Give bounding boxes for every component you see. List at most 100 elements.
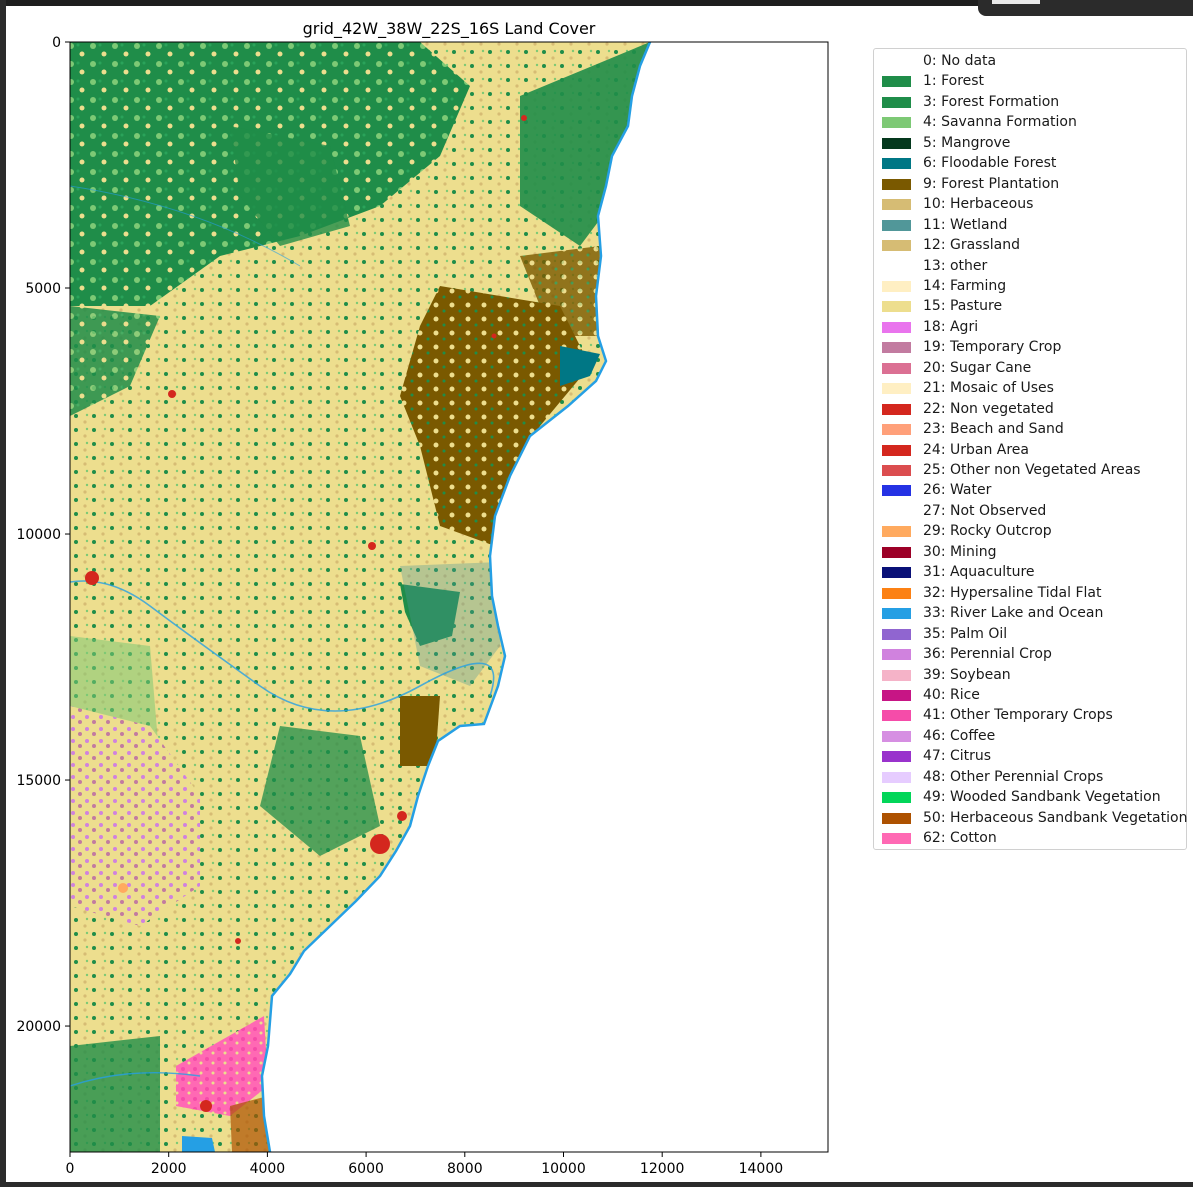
legend-swatch <box>882 301 911 313</box>
legend-item: 49: Wooded Sandbank Vegetation <box>878 787 1184 807</box>
legend-swatch <box>882 608 911 620</box>
legend-label: 41: Other Temporary Crops <box>923 707 1113 724</box>
legend-item: 9: Forest Plantation <box>878 174 1184 194</box>
legend-item: 47: Citrus <box>878 746 1184 766</box>
legend-swatch <box>882 424 911 436</box>
legend-swatch <box>882 567 911 579</box>
chart-svg: grid_42W_38W_22S_16S Land Cover 0 2000 400… <box>16 19 829 1177</box>
legend-label: 15: Pasture <box>923 298 1003 315</box>
legend-label: 26: Water <box>923 482 992 499</box>
legend-swatch <box>882 505 911 517</box>
legend-swatch <box>882 730 911 742</box>
legend-swatch <box>882 465 911 476</box>
bottom-edge <box>0 1182 1193 1187</box>
legend-swatch <box>882 321 911 333</box>
legend-swatch <box>882 403 911 415</box>
x-tick-label: 14000 <box>739 1161 784 1177</box>
x-tick-label: 10000 <box>541 1161 586 1177</box>
legend-swatch <box>882 628 911 640</box>
legend-swatch <box>882 710 911 722</box>
y-tick-label: 20000 <box>16 1019 61 1035</box>
y-tick-label: 5000 <box>25 281 61 297</box>
legend-item: 31: Aquaculture <box>878 562 1184 582</box>
x-tick-label: 12000 <box>640 1161 685 1177</box>
legend-item: 32: Hypersaline Tidal Flat <box>878 583 1184 603</box>
legend-item: 6: Floodable Forest <box>878 153 1184 173</box>
coastline <box>260 41 652 1153</box>
legend-label: 9: Forest Plantation <box>923 175 1060 192</box>
legend-label: 40: Rice <box>923 686 980 703</box>
legend-label: 4: Savanna Formation <box>923 114 1077 131</box>
legend-label: 39: Soybean <box>923 666 1011 683</box>
legend-label: 23: Beach and Sand <box>923 421 1064 438</box>
legend-label: 25: Other non Vegetated Areas <box>923 462 1141 478</box>
legend-swatch <box>882 546 911 558</box>
x-tick-label: 0 <box>66 1161 75 1177</box>
figure-canvas: grid_42W_38W_22S_16S Land Cover 0 2000 400… <box>0 6 1193 1182</box>
legend-swatch <box>882 158 911 170</box>
legend-swatch <box>882 833 911 845</box>
legend-item: 14: Farming <box>878 276 1184 296</box>
legend-item: 13: other <box>878 256 1184 276</box>
legend-swatch <box>882 199 911 211</box>
legend-label: 0: No data <box>923 53 997 69</box>
legend-item: 46: Coffee <box>878 726 1184 746</box>
legend-label: 24: Urban Area <box>923 441 1029 458</box>
legend-label: 13: other <box>923 257 988 274</box>
chart-title: grid_42W_38W_22S_16S Land Cover <box>303 19 596 39</box>
legend-label: 35: Palm Oil <box>923 625 1008 642</box>
legend-label: 31: Aquaculture <box>923 564 1035 581</box>
legend-swatch <box>882 383 911 395</box>
legend-item: 3: Forest Formation <box>878 92 1184 112</box>
legend-label: 46: Coffee <box>923 727 996 744</box>
legend-label: 21: Mosaic of Uses <box>923 380 1054 397</box>
y-tick-label: 10000 <box>16 527 61 543</box>
legend-label: 1: Forest <box>923 73 985 90</box>
legend-label: 12: Grassland <box>923 237 1020 254</box>
legend-swatch <box>882 178 911 190</box>
y-tick-label: 15000 <box>16 773 61 789</box>
legend-swatch <box>882 669 911 681</box>
legend-label: 5: Mangrove <box>923 134 1011 151</box>
plot-frame <box>69 41 829 1153</box>
top-right-toolbar <box>978 0 1193 16</box>
legend-item: 0: No data <box>878 51 1184 71</box>
legend-label: 18: Agri <box>923 318 979 335</box>
legend-item: 30: Mining <box>878 542 1184 562</box>
axis-ticks: 0 2000 4000 6000 8000 10000 12000 14000 0 5000 100… <box>16 35 783 1177</box>
legend-label: 11: Wetland <box>923 216 1008 233</box>
legend-item: 20: Sugar Cane <box>878 358 1184 378</box>
legend-label: 22: Non vegetated <box>923 400 1054 417</box>
legend-item: 23: Beach and Sand <box>878 419 1184 439</box>
legend-label: 50: Herbaceous Sandbank Vegetation <box>923 809 1188 826</box>
legend-item: 39: Soybean <box>878 665 1184 685</box>
x-tick-label: 8000 <box>447 1161 483 1177</box>
legend-item: 35: Palm Oil <box>878 624 1184 644</box>
legend-item: 27: Not Observed <box>878 501 1184 521</box>
x-tick-label: 2000 <box>151 1161 187 1177</box>
toolbar-chip <box>992 0 1040 4</box>
legend-swatch <box>882 362 911 374</box>
legend-label: 10: Herbaceous <box>923 196 1034 213</box>
legend-item: 36: Perennial Crop <box>878 644 1184 664</box>
legend-item: 5: Mangrove <box>878 133 1184 153</box>
land-cover-map <box>70 42 650 1152</box>
legend-item: 18: Agri <box>878 317 1184 337</box>
legend-swatch <box>882 260 911 272</box>
legend-swatch <box>882 689 911 701</box>
legend-swatch <box>882 219 911 231</box>
legend-swatch <box>882 444 911 456</box>
legend-label: 49: Wooded Sandbank Vegetation <box>923 789 1161 806</box>
legend-item: 11: Wetland <box>878 215 1184 235</box>
legend-swatch <box>882 792 911 804</box>
legend-item: 19: Temporary Crop <box>878 337 1184 357</box>
legend-swatch <box>882 485 911 497</box>
legend-item: 21: Mosaic of Uses <box>878 378 1184 398</box>
legend-swatch <box>882 76 911 88</box>
legend-item: 15: Pasture <box>878 296 1184 316</box>
legend-swatch <box>882 342 911 354</box>
legend-label: 32: Hypersaline Tidal Flat <box>923 584 1102 601</box>
legend-swatch <box>882 137 911 149</box>
legend-item: 25: Other non Vegetated Areas <box>878 460 1184 480</box>
legend-item: 26: Water <box>878 480 1184 500</box>
